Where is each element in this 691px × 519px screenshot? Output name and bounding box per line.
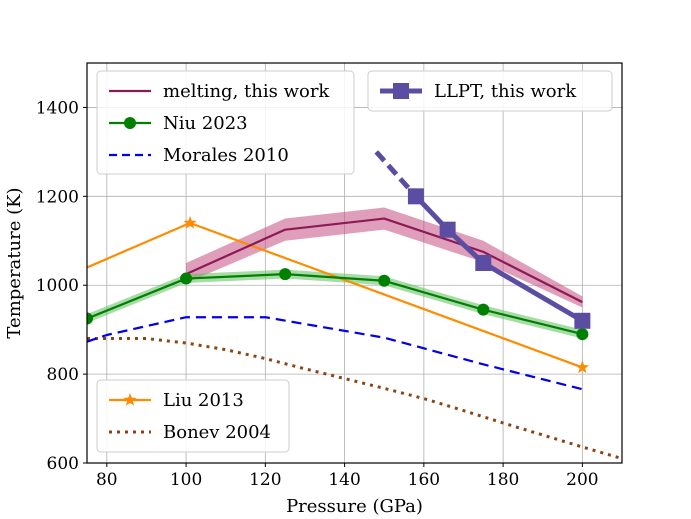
legend-label-llpt-this-work: LLPT, this work [434, 81, 577, 102]
y-tick-label-1000: 1000 [36, 276, 79, 296]
uncertainty-bands [87, 207, 583, 339]
point-niu-2023-1 [180, 272, 193, 285]
legend-marker-llpt-this-work [393, 83, 409, 99]
x-tick-label-140: 140 [328, 470, 360, 490]
legend-label-morales-2010: Morales 2010 [163, 145, 289, 166]
y-tick-label-1400: 1400 [36, 98, 79, 118]
y-tick-label-800: 800 [47, 365, 79, 385]
y-tick-label-1200: 1200 [36, 187, 79, 207]
series-markers [87, 188, 591, 374]
legend-label-melting-this-work: melting, this work [163, 81, 330, 102]
legend-box-upper-right [367, 70, 613, 112]
line-morales-2010 [87, 316, 583, 391]
axis-ticks: 80 100 120 140 160 180 200 600 800 1000 1200 1400 [36, 98, 599, 490]
point-llpt-this-work-0 [407, 188, 424, 205]
x-axis-label: Pressure (GPa) [286, 496, 423, 517]
band-melting-this-work [186, 207, 583, 308]
line-liu-2013 [87, 221, 583, 369]
y-tick-label-600: 600 [47, 454, 79, 474]
legend-label-niu-2023: Niu 2023 [163, 113, 248, 134]
x-tick-label-100: 100 [170, 470, 202, 490]
legend-marker-liu-2013 [123, 393, 137, 406]
point-llpt-this-work-1 [439, 221, 456, 238]
x-tick-label-160: 160 [408, 470, 440, 490]
plot-frame [86, 62, 623, 464]
point-niu-2023-3 [378, 274, 391, 287]
point-niu-2023-0 [87, 312, 93, 325]
legend-label-liu-2013: Liu 2013 [163, 390, 244, 411]
point-niu-2023-2 [279, 268, 292, 281]
x-tick-label-200: 200 [566, 470, 598, 490]
line-niu-2023 [87, 273, 583, 336]
x-tick-label-80: 80 [96, 470, 118, 490]
point-liu-2013-0 [183, 216, 197, 229]
legend-marker-niu-2023 [124, 117, 136, 129]
series-lines [87, 150, 622, 460]
point-llpt-this-work-2 [475, 255, 492, 271]
y-axis-label: Temperature (K) [4, 187, 25, 338]
legend-box-upper-left [96, 70, 355, 175]
point-niu-2023-4 [477, 303, 490, 316]
line-bonev-2004 [87, 337, 622, 460]
x-tick-label-120: 120 [249, 470, 281, 490]
line-llpt-this-work [414, 194, 584, 323]
legends: melting, this work Niu 2023 Morales 2010 LL… [96, 70, 613, 453]
line-melting-this-work [185, 217, 583, 304]
point-llpt-this-work-3 [574, 312, 591, 329]
x-tick-label-180: 180 [487, 470, 519, 490]
point-liu-2013-1 [575, 360, 590, 374]
legend-box-lower-left [96, 379, 290, 453]
line-llpt-this-work-dashed [374, 150, 418, 198]
legend-label-bonev-2004: Bonev 2004 [163, 422, 271, 443]
point-niu-2023-5 [576, 328, 589, 341]
